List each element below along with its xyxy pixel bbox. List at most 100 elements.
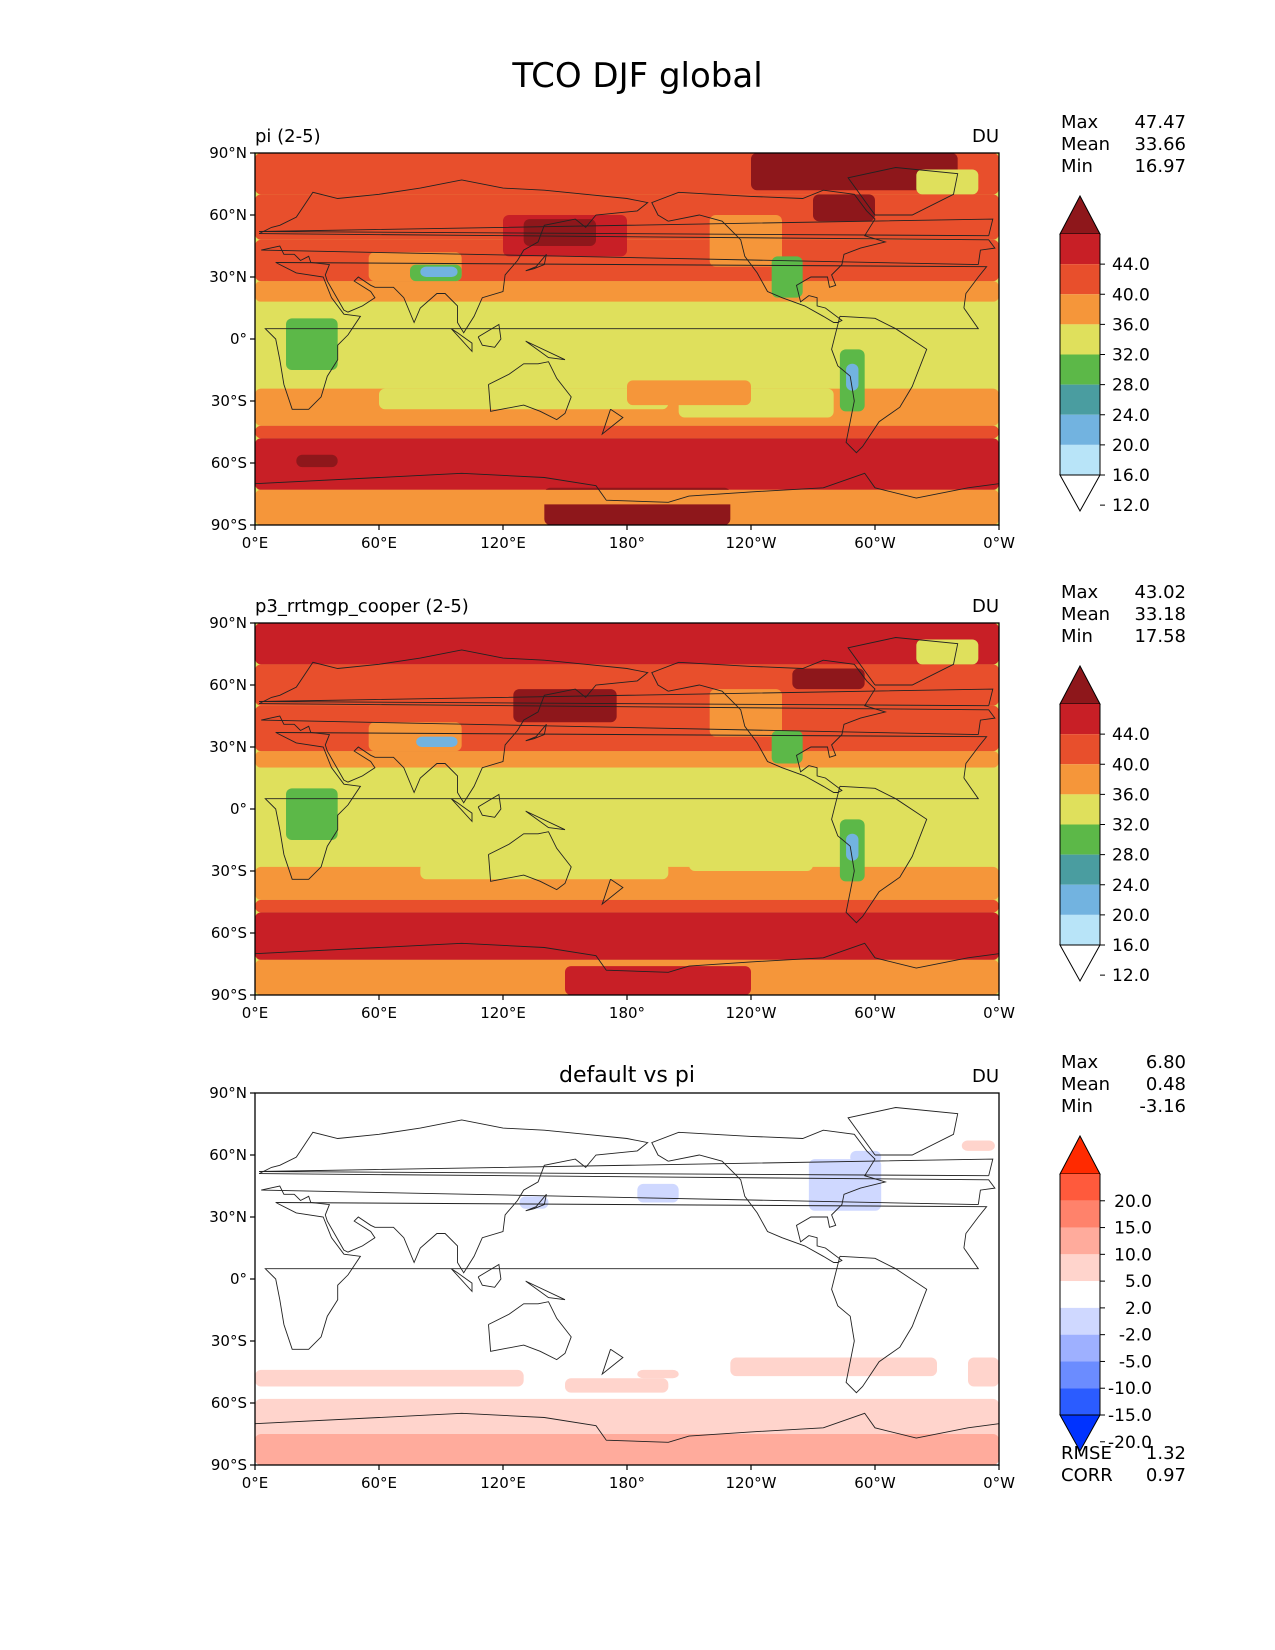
coastline (255, 1412, 999, 1443)
colorbar-box (1060, 384, 1100, 415)
coastline (258, 1119, 996, 1274)
field-region (846, 363, 859, 391)
field-region (255, 281, 999, 302)
extra-stat-label: RMSE (1061, 1443, 1112, 1464)
stat-label: Max (1061, 582, 1099, 603)
coastline (651, 189, 887, 323)
figure-title: TCO DJF global (512, 56, 763, 96)
colorbar-extend-bottom (1059, 944, 1101, 983)
colorbar-box (1060, 1388, 1100, 1415)
field-region (916, 639, 979, 665)
lat-tick-label: 60°S (211, 924, 247, 942)
panel-title-center: default vs pi (559, 1063, 695, 1088)
coastline (525, 1194, 547, 1212)
field-region (523, 219, 596, 246)
coastline (847, 1107, 959, 1156)
lon-tick-label: 0°W (983, 1474, 1015, 1492)
coastline (831, 1255, 928, 1394)
field-region (255, 489, 999, 505)
lon-tick-label: 120°W (726, 534, 777, 552)
map-field (255, 623, 999, 995)
colorbar-box (1060, 1174, 1100, 1201)
colorbar-tick-label: 12.0 (1112, 496, 1150, 516)
field-region (689, 854, 813, 871)
colorbar-box (1060, 294, 1100, 325)
map-field (255, 153, 999, 525)
colorbar-box (1060, 1334, 1100, 1362)
colorbar-box (1060, 1307, 1100, 1335)
coastline (450, 1268, 473, 1293)
coastline (477, 793, 502, 818)
colorbar-tick-label: 12.0 (1112, 966, 1150, 986)
coastline (847, 637, 959, 686)
field-region (255, 705, 999, 752)
stat-value: 6.80 (1146, 1052, 1186, 1073)
lat-tick-label: 30°N (209, 1208, 247, 1226)
field-region (850, 1150, 882, 1164)
map-panel-2: 90°N 60°N 30°N 0° 30°S 60°S 90°S0°E 60°E 120°E 18… (209, 582, 1186, 1022)
lon-tick-label: 0°E (242, 1004, 269, 1022)
lat-tick-label: 90°N (209, 144, 247, 162)
coastline (477, 1263, 502, 1288)
coastline (264, 732, 988, 880)
colorbar-tick-label: 20.0 (1114, 1192, 1152, 1212)
stat-value: 43.02 (1134, 582, 1186, 603)
coastline (488, 1301, 572, 1361)
coastline (525, 810, 566, 831)
lon-tick-label: 120°E (480, 1004, 526, 1022)
colorbar-tick-label: 20.0 (1112, 436, 1150, 456)
coastline (651, 1129, 887, 1263)
coastline (488, 361, 572, 421)
field-region (420, 266, 458, 277)
coastline (525, 340, 566, 361)
lat-tick-label: 30°N (209, 268, 247, 286)
stat-label: Mean (1061, 604, 1110, 625)
field-region (916, 169, 979, 195)
colorbar-box (1060, 234, 1100, 265)
lat-tick-label: 30°N (209, 738, 247, 756)
lon-tick-label: 180° (609, 1474, 645, 1492)
colorbar-tick-label: 32.0 (1112, 816, 1150, 836)
colorbar-tick-label: 24.0 (1112, 406, 1150, 426)
coastline (525, 724, 547, 742)
colorbar-extend-bottom (1059, 1414, 1101, 1453)
colorbar-tick-label: 40.0 (1112, 755, 1150, 775)
colorbar-box (1060, 1254, 1100, 1282)
field-region (255, 1369, 524, 1387)
coastline (255, 942, 999, 973)
stat-label: Min (1061, 626, 1093, 647)
lat-tick-label: 60°N (209, 676, 247, 694)
lon-tick-label: 0°E (242, 1474, 269, 1492)
field-region (565, 1378, 669, 1393)
colorbar-tick-label: 16.0 (1112, 466, 1150, 486)
field-region (420, 862, 669, 880)
lon-tick-label: 0°E (242, 534, 269, 552)
colorbar-tick-label: 36.0 (1112, 785, 1150, 805)
field-region (813, 194, 875, 222)
extra-stat-value: 1.32 (1146, 1443, 1186, 1464)
lat-tick-label: 60°N (209, 1146, 247, 1164)
map-panel-3: 90°N 60°N 30°N 0° 30°S 60°S 90°S0°E 60°E 120°E 18… (209, 1052, 1186, 1492)
colorbar-tick-label: 16.0 (1112, 936, 1150, 956)
lat-tick-label: 30°S (211, 392, 247, 410)
extra-stat-value: 0.97 (1146, 1465, 1186, 1486)
colorbar-box (1060, 1227, 1100, 1255)
colorbar-box (1060, 854, 1100, 885)
colorbar-box (1060, 414, 1100, 445)
lon-tick-label: 60°E (361, 1474, 397, 1492)
coastline (601, 1348, 624, 1376)
lat-tick-label: 0° (230, 1270, 247, 1288)
coastline (258, 179, 996, 334)
stat-value: -3.16 (1139, 1096, 1186, 1117)
coastline (847, 167, 959, 216)
colorbar-box (1060, 354, 1100, 385)
colorbar-tick-label: -5.0 (1119, 1352, 1152, 1372)
colorbar-tick-label: -2.0 (1119, 1326, 1152, 1346)
coastline (601, 408, 624, 436)
lat-tick-label: 60°S (211, 454, 247, 472)
colorbar-box (1060, 884, 1100, 915)
colorbar-box (1060, 704, 1100, 735)
colorbar-extend-top (1059, 194, 1101, 235)
lon-tick-label: 120°E (480, 534, 526, 552)
panel-units: DU (972, 126, 999, 147)
